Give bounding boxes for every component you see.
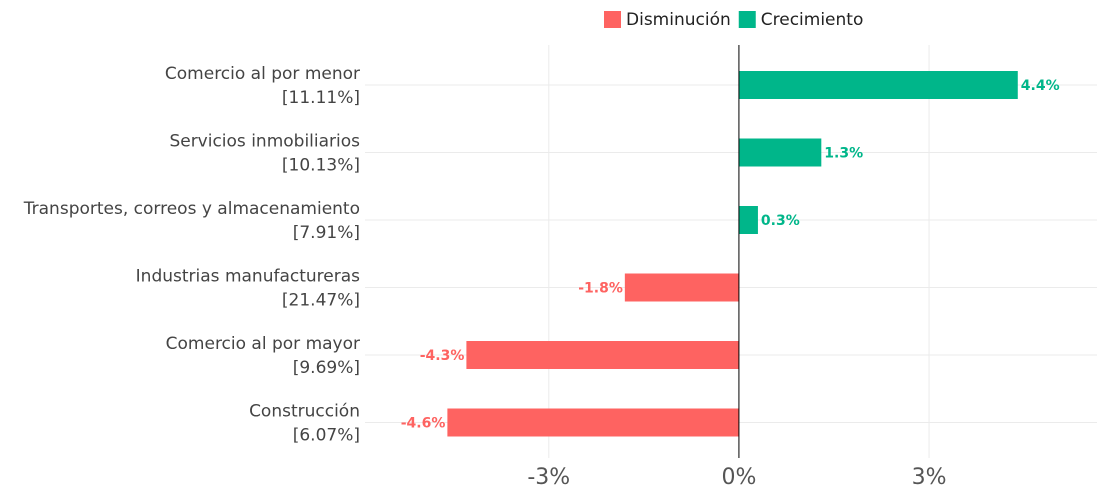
value-label: -4.6% <box>401 416 446 432</box>
category-label: Comercio al por mayor <box>166 334 360 354</box>
category-label: Transportes, correos y almacenamiento <box>23 199 360 219</box>
value-label: 1.3% <box>824 146 863 162</box>
category-share: [7.91%] <box>293 223 360 243</box>
x-tick-label: -3% <box>527 465 570 490</box>
value-label: -4.3% <box>420 348 465 364</box>
x-tick-label: 0% <box>721 465 756 490</box>
legend-swatch <box>738 11 756 28</box>
bar <box>738 206 758 234</box>
value-label: 0.3% <box>761 213 800 229</box>
bar <box>738 138 822 167</box>
category-share: [21.47%] <box>282 291 360 311</box>
value-label: -1.8% <box>578 281 623 297</box>
category-share: [6.07%] <box>293 426 360 446</box>
legend-label: Crecimiento <box>761 10 864 30</box>
category-share: [9.69%] <box>293 358 360 378</box>
bar <box>466 341 739 369</box>
category-label: Servicios inmobiliarios <box>169 132 360 152</box>
category-share: [10.13%] <box>282 156 360 176</box>
category-label: Construcción <box>249 402 360 422</box>
category-label: Comercio al por menor <box>165 64 360 84</box>
bar <box>624 273 739 302</box>
legend-label: Disminución <box>626 10 731 30</box>
value-label: 4.4% <box>1021 78 1060 94</box>
bar <box>447 408 739 437</box>
category-share: [11.11%] <box>282 88 360 108</box>
category-label: Industrias manufactureras <box>136 267 360 287</box>
bar <box>738 71 1018 99</box>
x-tick-label: 3% <box>912 465 947 490</box>
legend-swatch <box>604 11 621 28</box>
